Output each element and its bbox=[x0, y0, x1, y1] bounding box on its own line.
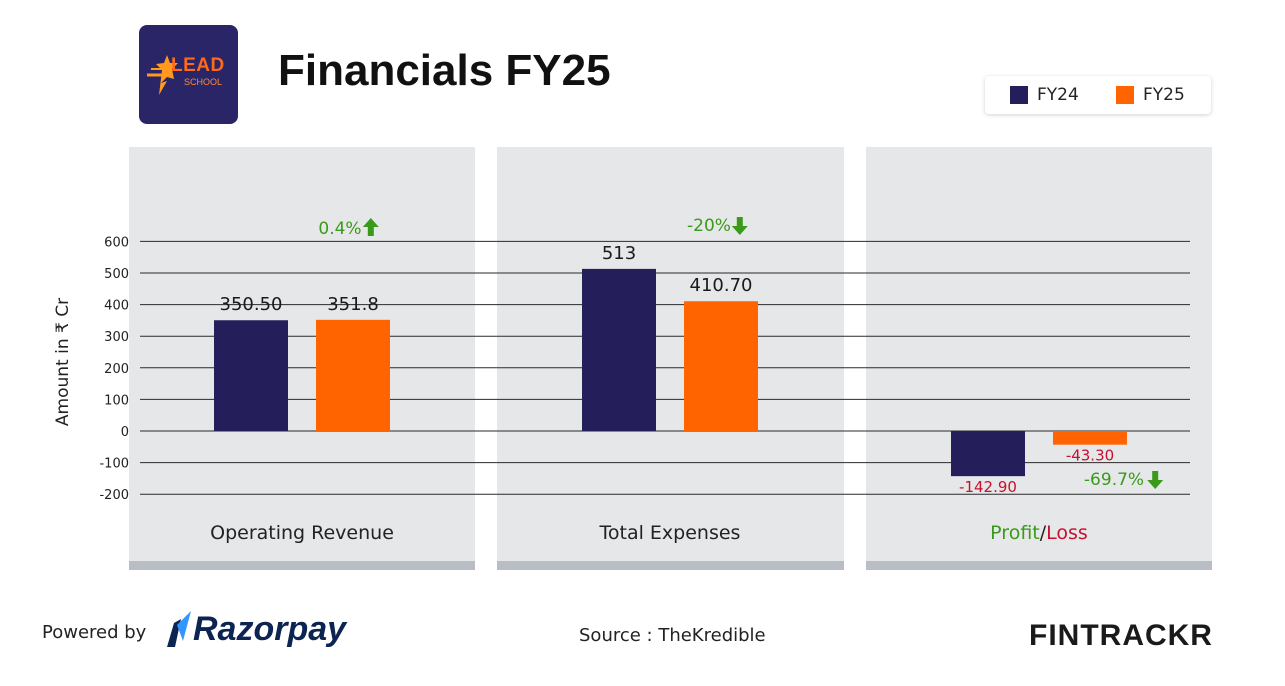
bar-fy25-0 bbox=[316, 319, 390, 431]
data-label: 513 bbox=[602, 243, 636, 264]
change-label: -69.7% bbox=[1084, 470, 1144, 490]
y-tick-label: 0 bbox=[121, 425, 129, 440]
y-tick-label: 600 bbox=[104, 235, 129, 250]
y-tick-label: -100 bbox=[99, 457, 129, 472]
bar-fy25-2 bbox=[1053, 431, 1127, 445]
panel-base-1 bbox=[497, 561, 844, 570]
razorpay-logo: Razorpay bbox=[165, 606, 346, 652]
legend-label-fy24: FY24 bbox=[1037, 85, 1079, 105]
bar-fy25-1 bbox=[684, 301, 758, 431]
razorpay-wordmark: Razorpay bbox=[193, 609, 347, 648]
change-label: -20% bbox=[687, 216, 731, 236]
fintrackr-logo: FINTRACKR bbox=[1029, 619, 1213, 652]
y-tick-label: 200 bbox=[104, 362, 129, 377]
bar-fy24-0 bbox=[214, 320, 288, 431]
data-label: -142.90 bbox=[959, 478, 1017, 496]
legend-swatch-fy25 bbox=[1116, 86, 1134, 104]
y-tick-label: 100 bbox=[104, 393, 129, 408]
y-tick-label: 500 bbox=[104, 267, 129, 282]
page-title: Financials FY25 bbox=[278, 46, 611, 95]
razorpay-mark-icon bbox=[167, 611, 191, 647]
legend-item-fy25: FY25 bbox=[1116, 85, 1185, 105]
bar-fy24-1 bbox=[582, 268, 656, 431]
chart: 600 500 400 300 200 100 0 -100 -200 Amount in ₹ C… bbox=[53, 147, 1212, 570]
data-label: 350.50 bbox=[220, 294, 283, 315]
legend-swatch-fy24 bbox=[1010, 86, 1028, 104]
y-tick-label: -200 bbox=[99, 488, 129, 503]
legend-item-fy24: FY24 bbox=[1010, 85, 1079, 105]
source-text: Source : TheKredible bbox=[579, 625, 766, 646]
data-label: 410.70 bbox=[690, 275, 753, 296]
category-label: Total Expenses bbox=[599, 522, 741, 544]
change-label: 0.4% bbox=[318, 219, 361, 239]
arrow-down-icon bbox=[731, 217, 748, 235]
bar-fy24-2 bbox=[951, 431, 1025, 477]
category-label: Profit/Loss bbox=[990, 522, 1088, 544]
legend: FY24 FY25 bbox=[985, 76, 1211, 114]
y-tick-label: 400 bbox=[104, 299, 129, 314]
star-icon bbox=[147, 55, 178, 95]
panel-bg-0 bbox=[129, 147, 475, 570]
data-label: -43.30 bbox=[1066, 447, 1114, 465]
panel-bg-1 bbox=[497, 147, 844, 570]
panel-base-0 bbox=[129, 561, 475, 570]
panel-base-2 bbox=[866, 561, 1212, 570]
arrow-up-icon bbox=[362, 218, 379, 236]
category-label: Operating Revenue bbox=[210, 522, 394, 544]
lead-school-logo: LEAD SCHOOL bbox=[139, 25, 238, 124]
y-axis-label: Amount in ₹ Cr bbox=[53, 298, 73, 426]
panel-bg-2 bbox=[866, 147, 1212, 570]
data-label: 351.8 bbox=[327, 294, 379, 315]
legend-label-fy25: FY25 bbox=[1143, 85, 1185, 105]
y-tick-label: 300 bbox=[104, 330, 129, 345]
logo-school-text: SCHOOL bbox=[184, 77, 223, 87]
powered-by-text: Powered by bbox=[42, 622, 147, 643]
logo-lead-text: LEAD bbox=[171, 55, 225, 76]
arrow-down-icon bbox=[1147, 471, 1164, 489]
